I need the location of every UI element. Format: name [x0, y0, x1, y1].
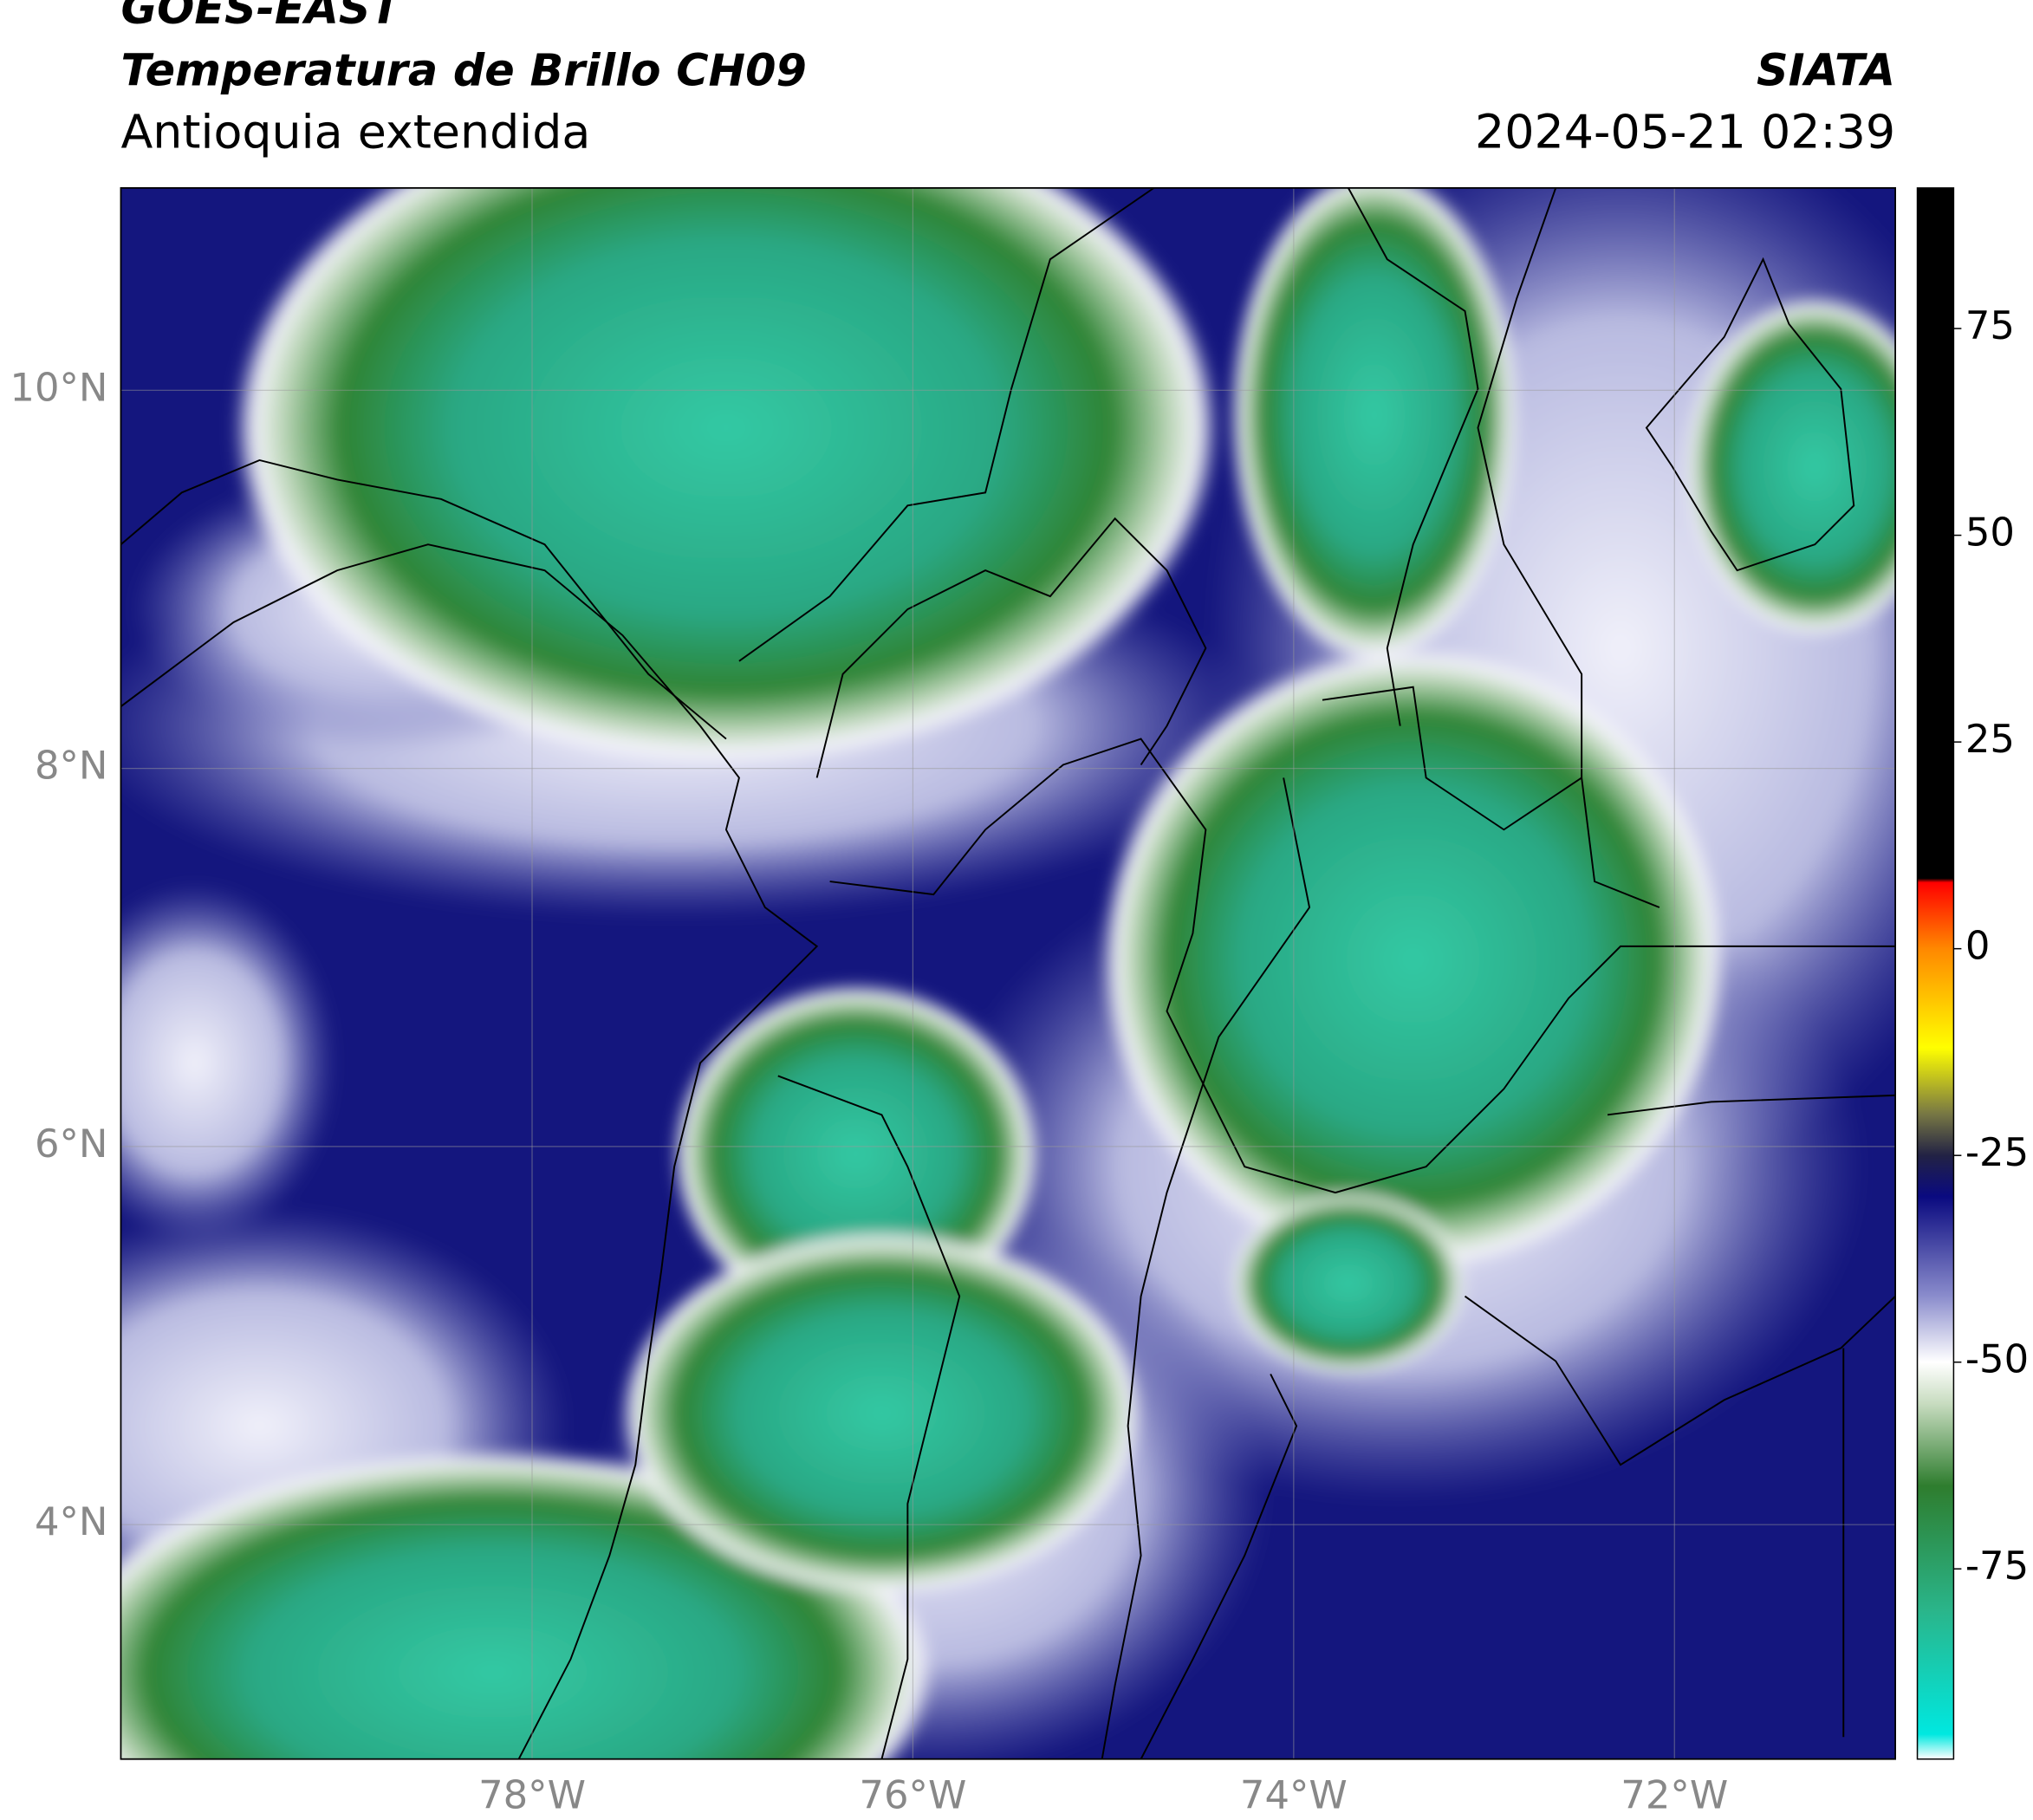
- x-tick-label: 74°W: [1240, 1772, 1348, 1818]
- map-frame: [120, 186, 1896, 1760]
- colorbar-tick-label: -75: [1965, 1543, 2029, 1589]
- y-tick-label: 6°N: [35, 1121, 108, 1167]
- x-tick-label: 76°W: [859, 1772, 966, 1818]
- colorbar-tick-label: -25: [1965, 1129, 2029, 1175]
- colorbar-tick-label: -50: [1965, 1336, 2029, 1382]
- colorbar: [1916, 187, 1955, 1760]
- y-tick-label: 4°N: [35, 1498, 108, 1544]
- subtitle: Temperatura de Brillo CH09: [120, 45, 806, 96]
- x-tick-label: 72°W: [1621, 1772, 1728, 1818]
- y-tick-label: 10°N: [10, 364, 107, 410]
- colorbar-tick-label: 50: [1965, 510, 2015, 556]
- datetime: 2024-05-21 02:39: [1475, 105, 1895, 159]
- x-tick-label: 78°W: [478, 1772, 586, 1818]
- colorbar-tick-label: 75: [1965, 302, 2015, 348]
- title: GOES-EAST: [120, 0, 404, 34]
- satellite-image: [120, 187, 1896, 1759]
- colorbar-tick-label: 25: [1965, 716, 2015, 762]
- region: Antioquia extendida: [120, 105, 590, 159]
- colorbar-tick-label: 0: [1965, 923, 1991, 969]
- source: SIATA: [1757, 45, 1895, 96]
- y-tick-label: 8°N: [35, 743, 108, 789]
